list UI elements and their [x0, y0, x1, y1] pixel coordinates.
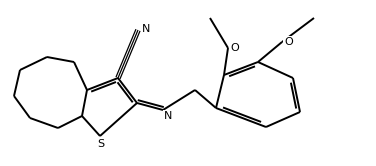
Text: N: N [164, 111, 172, 121]
Text: N: N [142, 24, 150, 34]
Text: O: O [230, 43, 239, 53]
Text: O: O [284, 37, 293, 47]
Text: S: S [97, 139, 105, 149]
